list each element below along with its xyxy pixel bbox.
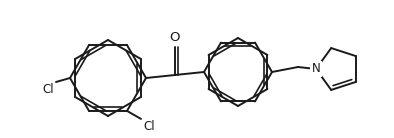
Text: O: O <box>170 31 180 44</box>
Text: Cl: Cl <box>43 83 54 96</box>
Text: N: N <box>312 63 320 75</box>
Text: Cl: Cl <box>143 120 154 133</box>
